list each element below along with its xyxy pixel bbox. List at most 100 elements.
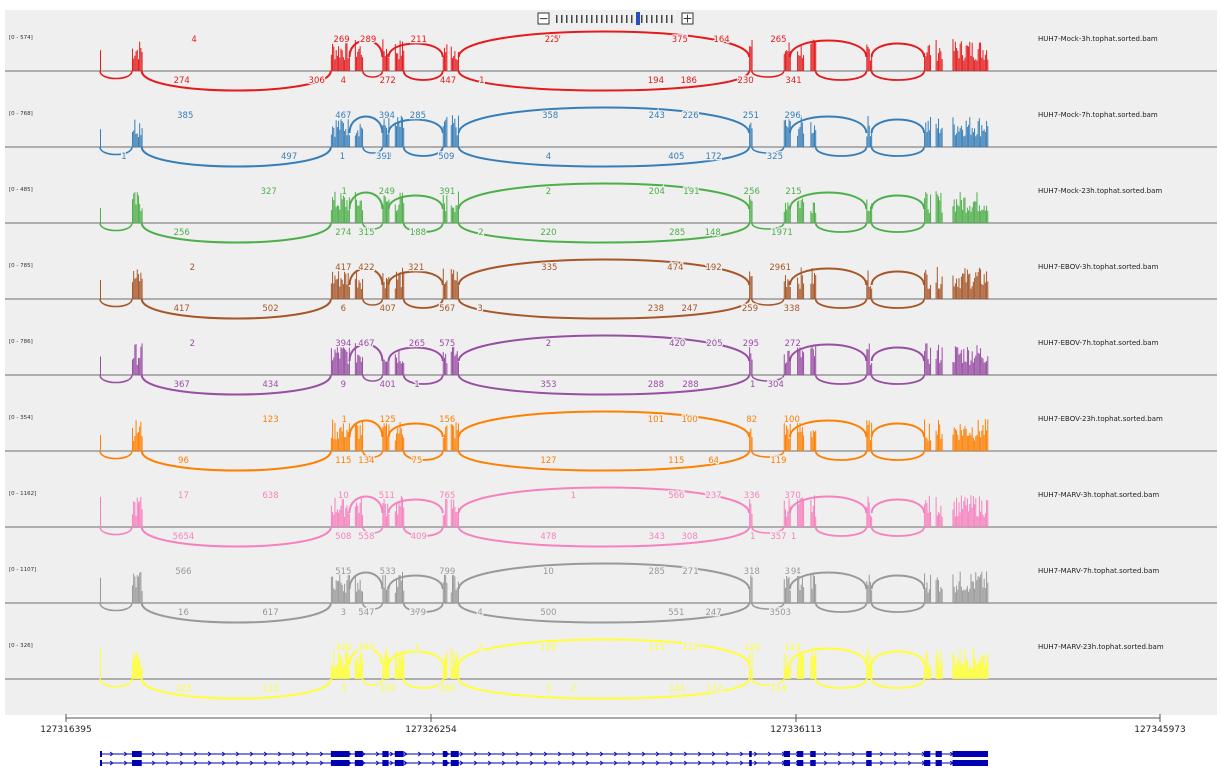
junction-count-label: 227 [545, 35, 561, 45]
coverage-bar [959, 43, 961, 71]
gene-exon[interactable] [330, 751, 350, 757]
gene-exon[interactable] [450, 760, 459, 766]
track-sample-name[interactable]: HUH7-EBOV-23h.tophat.sorted.bam [1038, 415, 1163, 423]
junction-count-label: 115 [649, 643, 665, 653]
coverage-bar [338, 269, 340, 299]
track-sample-name[interactable]: HUH7-EBOV-7h.tophat.sorted.bam [1038, 339, 1159, 347]
gene-exon[interactable] [100, 751, 102, 757]
zoom-level-tick[interactable] [596, 15, 598, 23]
coverage-bar [936, 267, 938, 299]
junction-count-label: 134 [358, 456, 374, 466]
gene-exon[interactable] [866, 751, 872, 757]
gene-exon[interactable] [394, 751, 404, 757]
junction-arc [788, 39, 868, 58]
gene-exon[interactable] [783, 760, 790, 766]
gene-strand-arrow [515, 751, 520, 757]
genomic-coordinate-label: 127326254 [405, 725, 457, 735]
coverage-bar [959, 424, 961, 451]
gene-exon[interactable] [394, 760, 404, 766]
coverage-bar [971, 668, 973, 679]
gene-exon[interactable] [100, 760, 102, 766]
zoom-level-tick[interactable] [641, 15, 643, 23]
coverage-bar [981, 654, 983, 679]
junction-count-label: 417 [174, 304, 190, 314]
zoom-level-tick[interactable] [561, 15, 563, 23]
zoom-level-tick[interactable] [566, 15, 568, 23]
zoom-level-tick[interactable] [556, 15, 558, 23]
zoom-level-tick[interactable] [661, 15, 663, 23]
gene-exon[interactable] [924, 760, 931, 766]
gene-exon[interactable] [952, 751, 988, 757]
zoom-level-tick[interactable] [626, 15, 628, 23]
coverage-bar [965, 659, 967, 679]
junction-count-label: 551 [668, 608, 684, 618]
gene-exon[interactable] [866, 760, 872, 766]
coverage-bar [952, 652, 954, 679]
gene-exon[interactable] [450, 751, 459, 757]
gene-exon[interactable] [330, 760, 350, 766]
gene-exon[interactable] [131, 760, 142, 766]
gene-exon[interactable] [952, 760, 988, 766]
gene-exon[interactable] [442, 760, 448, 766]
coverage-bar [940, 438, 942, 451]
zoom-level-tick[interactable] [631, 15, 633, 23]
track-sample-name[interactable]: HUH7-EBOV-3h.tophat.sorted.bam [1038, 263, 1159, 271]
gene-exon[interactable] [749, 751, 752, 757]
gene-exon[interactable] [797, 760, 804, 766]
gene-exon[interactable] [749, 760, 752, 766]
junction-arc [788, 419, 868, 438]
zoom-level-tick[interactable] [656, 15, 658, 23]
zoom-level-tick[interactable] [571, 15, 573, 23]
junction-arc [788, 571, 868, 590]
gene-exon[interactable] [810, 751, 816, 757]
coverage-bar [387, 586, 389, 603]
zoom-level-tick[interactable] [671, 15, 673, 23]
coverage-bar [871, 590, 873, 603]
track-sample-name[interactable]: HUH7-MARV-7h.tophat.sorted.bam [1038, 567, 1159, 575]
zoom-level-tick[interactable] [606, 15, 608, 23]
coverage-bar [928, 589, 930, 603]
track-sample-name[interactable]: HUH7-Mock-3h.tophat.sorted.bam [1038, 35, 1158, 43]
zoom-level-tick[interactable] [636, 12, 640, 25]
zoom-level-tick[interactable] [611, 15, 613, 23]
coverage-bar [927, 45, 929, 71]
track-sample-name[interactable]: HUH7-Mock-7h.tophat.sorted.bam [1038, 111, 1158, 119]
gene-exon[interactable] [797, 751, 804, 757]
zoom-level-tick[interactable] [601, 15, 603, 23]
zoom-level-tick[interactable] [646, 15, 648, 23]
zoom-level-tick[interactable] [576, 15, 578, 23]
coverage-bar [797, 663, 799, 679]
gene-exon[interactable] [354, 751, 363, 757]
track-sample-name[interactable]: HUH7-Mock-23h.tophat.sorted.bam [1038, 187, 1162, 195]
gene-exon[interactable] [442, 751, 448, 757]
zoom-level-tick[interactable] [586, 15, 588, 23]
zoom-level-tick[interactable] [666, 15, 668, 23]
zoom-level-tick[interactable] [651, 15, 653, 23]
gene-exon[interactable] [131, 751, 142, 757]
zoom-out-button[interactable] [537, 12, 550, 25]
gene-exon[interactable] [935, 760, 942, 766]
coverage-bar [397, 362, 399, 375]
zoom-in-button[interactable] [681, 12, 694, 25]
coverage-bar [956, 430, 958, 451]
gene-exon[interactable] [382, 760, 389, 766]
gene-exon[interactable] [935, 751, 942, 757]
coverage-bar [339, 509, 341, 527]
coverage-bar [342, 284, 344, 299]
zoom-level-tick[interactable] [581, 15, 583, 23]
coverage-bar [341, 657, 343, 679]
zoom-level-tick[interactable] [621, 15, 623, 23]
coverage-bar [456, 512, 458, 527]
junction-count-label: 533 [380, 567, 396, 577]
zoom-level-tick[interactable] [591, 15, 593, 23]
track-sample-name[interactable]: HUH7-MARV-23h.tophat.sorted.bam [1038, 643, 1164, 651]
gene-exon[interactable] [354, 760, 363, 766]
coverage-bar [335, 279, 337, 299]
gene-exon[interactable] [382, 751, 389, 757]
track-sample-name[interactable]: HUH7-MARV-3h.tophat.sorted.bam [1038, 491, 1159, 499]
gene-exon[interactable] [924, 751, 931, 757]
gene-exon[interactable] [810, 760, 816, 766]
zoom-level-tick[interactable] [616, 15, 618, 23]
gene-exon[interactable] [783, 751, 790, 757]
coverage-bar [784, 587, 786, 603]
